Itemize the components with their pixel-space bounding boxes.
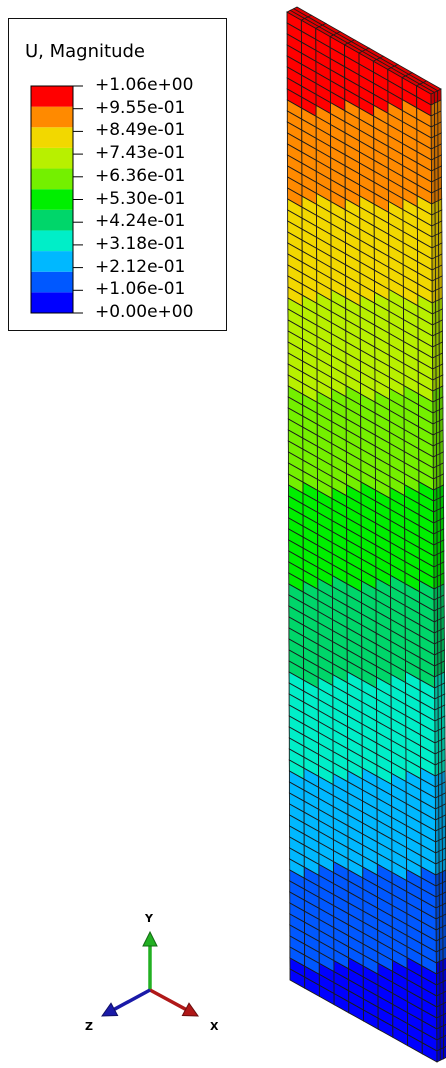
legend-tick-label: +2.12e-01 [95,256,186,277]
legend-color-scale [30,85,83,314]
legend-color-band [31,127,73,148]
z-axis-arrow: Z [85,988,151,1033]
contour-legend: U, Magnitude +1.06e+00 +9.55e-01 +8.49e-01… [8,18,227,331]
mesh-side-element [442,924,446,939]
legend-color-band [31,230,73,252]
mesh-side-element [442,891,446,906]
x-axis-arrow: X [149,988,219,1033]
mesh-side-element [442,902,446,917]
legend-color-band [31,209,73,231]
mesh-side-element [442,979,446,994]
z-axis-arrow-label: Z [85,1020,93,1033]
legend-color-band [31,106,73,128]
y-axis-arrow-label: Y [144,912,154,925]
legend-tick-label: +1.06e-01 [95,279,186,300]
x-axis-arrow-head [181,1002,199,1017]
legend-color-band [31,251,73,272]
mesh-side-element [442,946,446,961]
legend-tick-label: +7.43e-01 [95,143,186,164]
legend-color-band [31,147,73,169]
legend-tick-label: +1.06e+00 [95,75,194,95]
y-axis-arrow: Y [142,912,158,990]
mesh-side-element [442,913,446,928]
legend-tick-label: +8.49e-01 [95,120,186,141]
mesh-top-element [422,80,442,92]
x-axis-arrow-label: X [210,1020,219,1033]
legend-title: U, Magnitude [25,41,145,62]
z-axis-arrow-shaft [113,988,151,1011]
x-axis-arrow-shaft [149,988,187,1011]
legend-tick-label: +5.30e-01 [95,188,186,209]
plate-mesh [286,6,446,1063]
legend-color-band [31,86,73,107]
z-axis-arrow-head [101,1002,119,1017]
mesh-side-element [442,968,446,983]
legend-color-band [31,189,73,210]
legend-tick-label: +4.24e-01 [95,211,186,232]
legend-tick-label: +3.18e-01 [95,233,186,254]
mesh-side-element [442,935,446,950]
legend-tick-label: +6.36e-01 [95,165,186,186]
legend-tick-label: +0.00e+00 [95,302,194,322]
legend-color-band [31,168,73,190]
legend-tick-label: +9.55e-01 [95,97,186,118]
legend-color-band [31,292,73,313]
mesh-side-element [442,957,446,972]
mesh-side-element [442,880,446,895]
y-axis-arrow-head [142,930,158,947]
legend-color-band [31,271,73,293]
